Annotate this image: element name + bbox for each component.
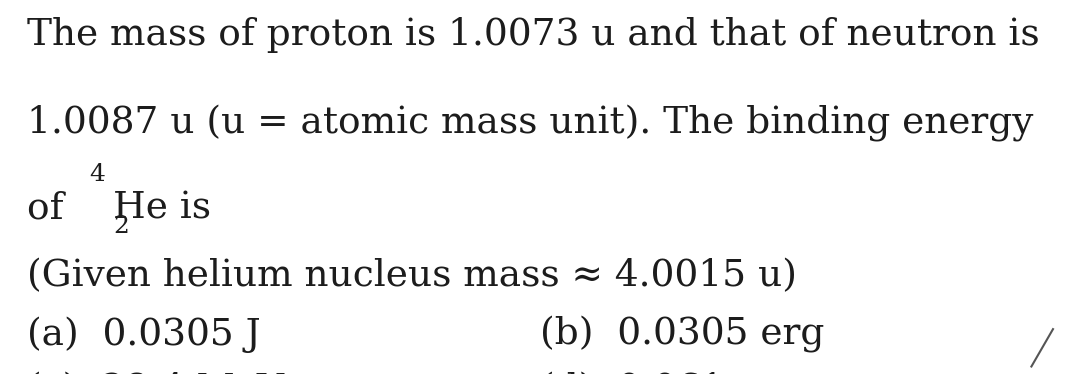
- Text: (a)  0.0305 J: (a) 0.0305 J: [27, 316, 260, 353]
- Text: (b)  0.0305 erg: (b) 0.0305 erg: [540, 316, 824, 353]
- Text: (d)  0.061 u: (d) 0.061 u: [540, 372, 760, 374]
- Text: 1.0087 u (u = atomic mass unit). The binding energy: 1.0087 u (u = atomic mass unit). The bin…: [27, 105, 1034, 142]
- Text: (c)  28.4 MeV: (c) 28.4 MeV: [27, 372, 284, 374]
- Text: 4: 4: [90, 163, 106, 186]
- Text: (Given helium nucleus mass ≈ 4.0015 u): (Given helium nucleus mass ≈ 4.0015 u): [27, 258, 797, 294]
- Text: of: of: [27, 191, 76, 227]
- Text: 2: 2: [113, 215, 130, 238]
- Text: The mass of proton is 1.0073 u and that of neutron is: The mass of proton is 1.0073 u and that …: [27, 17, 1040, 53]
- Text: He is: He is: [113, 191, 212, 227]
